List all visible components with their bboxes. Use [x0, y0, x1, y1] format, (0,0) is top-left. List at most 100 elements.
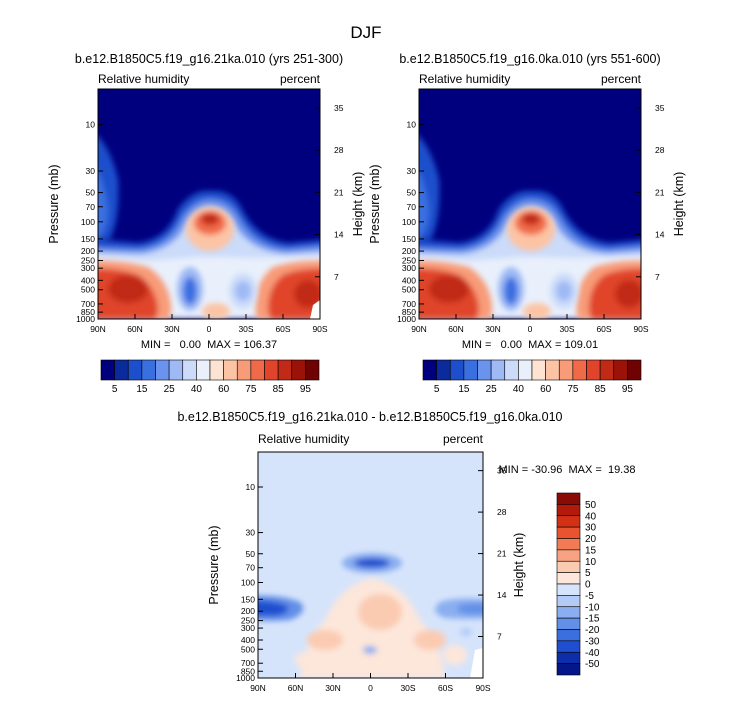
x-tick-label: 60S	[438, 683, 453, 693]
y-tick-label: 250	[241, 616, 255, 626]
colorbar-swatch	[556, 595, 581, 608]
y-tick-label: 250	[81, 255, 95, 265]
colorbar-label: 40	[191, 384, 203, 395]
x-tick-label: 60N	[127, 324, 143, 334]
y-tick-label: 500	[402, 285, 416, 295]
colorbar-swatch	[556, 538, 581, 551]
panel-2: b.e12.B1850C5.f19_g16.0ka.010 (yrs 551-6…	[368, 52, 686, 395]
y-tick-label: 1000	[76, 314, 95, 324]
colorbar-swatch	[586, 359, 601, 381]
x-tick-label: 30S	[238, 324, 253, 334]
x-tick-label: 0	[368, 683, 373, 693]
colorbar-label: 85	[595, 384, 607, 395]
y2-tick-label: 28	[334, 145, 344, 155]
y-tick-label: 200	[241, 606, 255, 616]
panel-1-y2-label: Height (km)	[351, 172, 365, 237]
panel-1-colorbar-labels: 5 15 25 40 60 75 85 95	[112, 384, 312, 395]
panel-3-left-label: Relative humidity	[258, 432, 349, 446]
colorbar-label: 15	[585, 545, 597, 556]
panel-2-y2-label: Height (km)	[672, 172, 686, 237]
colorbar-label: 30	[585, 523, 597, 534]
colorbar-swatch	[264, 359, 279, 381]
x-tick-label: 30N	[485, 324, 501, 334]
panel-1-title: b.e12.B1850C5.f19_g16.21ka.010 (yrs 251-…	[75, 52, 343, 66]
colorbar-label: 95	[622, 384, 634, 395]
y-tick-label: 50	[246, 549, 256, 559]
y-tick-label: 200	[81, 246, 95, 256]
colorbar-swatch	[556, 583, 581, 596]
y2-tick-label: 7	[497, 632, 502, 642]
panel-2-colorbar	[422, 359, 642, 381]
y-tick-label: 300	[241, 623, 255, 633]
y-tick-label: 250	[402, 255, 416, 265]
panel-3-title: b.e12.B1850C5.f19_g16.21ka.010 - b.e12.B…	[177, 410, 562, 424]
y2-tick-label: 14	[497, 590, 507, 600]
panel-2-field	[409, 89, 651, 319]
y-tick-label: 100	[241, 578, 255, 588]
colorbar-swatch	[114, 359, 129, 381]
colorbar-label: 60	[218, 384, 230, 395]
colorbar-swatch	[236, 359, 252, 381]
colorbar-swatch	[141, 359, 156, 381]
y2-tick-label: 7	[334, 272, 339, 282]
colorbar-swatch	[613, 359, 628, 381]
colorbar-label: 25	[164, 384, 176, 395]
colorbar-swatch	[449, 359, 465, 381]
panel-3-stats: MIN = -30.96 MAX = 19.38	[499, 464, 636, 476]
colorbar-label: 15	[458, 384, 470, 395]
x-tick-label: 30N	[325, 683, 341, 693]
colorbar-swatch	[556, 492, 581, 505]
colorbar-label: 40	[585, 511, 597, 522]
y-tick-label: 300	[402, 263, 416, 273]
colorbar-swatch	[250, 359, 265, 381]
colorbar-swatch	[556, 549, 581, 562]
y-tick-label: 30	[246, 528, 256, 538]
panel-2-stats: MIN = 0.00 MAX = 109.01	[462, 339, 598, 351]
y2-tick-label: 21	[497, 549, 507, 559]
y-tick-label: 500	[81, 285, 95, 295]
colorbar-swatch	[556, 617, 581, 630]
panel-1-stats: MIN = 0.00 MAX = 106.37	[141, 339, 277, 351]
y-tick-label: 150	[402, 234, 416, 244]
colorbar-swatch	[277, 359, 293, 381]
colorbar-swatch	[556, 572, 581, 585]
panel-3-x-ticks: 90N 60N 30N 0 30S 60S 90S	[250, 673, 491, 693]
colorbar-swatch	[556, 629, 581, 642]
x-tick-label: 30S	[559, 324, 574, 334]
colorbar-swatch	[168, 359, 184, 381]
colorbar-swatch	[556, 560, 581, 573]
panel-2-left-label: Relative humidity	[419, 72, 510, 86]
x-tick-label: 60N	[448, 324, 464, 334]
colorbar-swatch	[545, 359, 560, 381]
colorbar-swatch	[155, 359, 170, 381]
panel-2-y2-ticks: 35 28 21 14 7	[636, 103, 665, 282]
y-tick-label: 400	[402, 275, 416, 285]
x-tick-label: 90S	[475, 683, 490, 693]
y-tick-label: 70	[86, 202, 96, 212]
y-tick-label: 700	[241, 658, 255, 668]
y-tick-label: 150	[241, 594, 255, 604]
colorbar-label: -15	[585, 614, 600, 625]
x-tick-label: 60S	[275, 324, 290, 334]
colorbar-swatch	[422, 359, 437, 381]
colorbar-swatch	[556, 640, 581, 653]
colorbar-swatch	[627, 359, 642, 381]
y-tick-label: 10	[86, 120, 96, 130]
y-tick-label: 30	[407, 166, 417, 176]
colorbar-label: 50	[585, 500, 597, 511]
y-tick-label: 1000	[236, 673, 255, 683]
x-tick-label: 90N	[250, 683, 266, 693]
panel-3-field	[258, 452, 483, 678]
x-tick-label: 30S	[400, 683, 415, 693]
colorbar-swatch	[531, 359, 546, 381]
colorbar-swatch	[556, 526, 581, 539]
x-tick-label: 0	[528, 324, 533, 334]
colorbar-swatch	[223, 359, 238, 381]
y-tick-label: 10	[407, 120, 417, 130]
y-tick-label: 50	[407, 188, 417, 198]
colorbar-label: 75	[567, 384, 579, 395]
y2-tick-label: 28	[655, 145, 665, 155]
